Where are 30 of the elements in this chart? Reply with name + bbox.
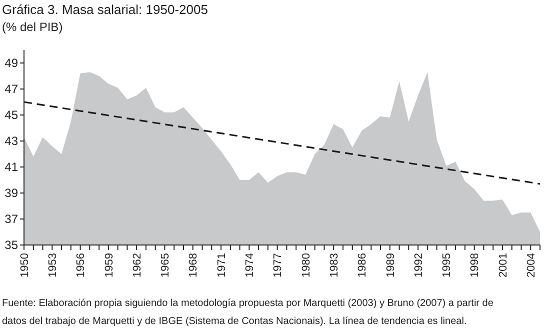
x-tick-label: 1950: [18, 253, 31, 278]
x-tick-label: 1986: [356, 253, 369, 278]
x-tick-label: 1962: [131, 253, 144, 278]
x-tick-label: 1956: [75, 253, 88, 278]
x-tick-label: 1989: [384, 253, 397, 278]
x-tick-label: 1977: [272, 253, 284, 278]
y-tick-label: 35: [4, 238, 18, 252]
x-tick-label: 1983: [328, 253, 340, 278]
y-tick-label: 39: [4, 186, 18, 200]
chart-title: Gráfica 3. Masa salarial: 1950-2005: [2, 2, 208, 17]
x-tick-label: 2001: [497, 253, 510, 278]
x-tick-label: 1953: [46, 253, 59, 278]
y-tick-label: 47: [4, 82, 18, 96]
x-tick-label: 1959: [103, 253, 116, 278]
y-tick-label: 45: [4, 108, 18, 122]
y-tick-label: 43: [4, 134, 18, 148]
x-tick-label: 1992: [412, 253, 425, 278]
x-tick-label: 1974: [244, 253, 256, 278]
chart-subtitle: (% del PIB): [2, 20, 63, 34]
x-tick-label: 2004: [525, 253, 538, 278]
y-tick-label: 41: [4, 160, 18, 174]
x-tick-label: 1995: [441, 253, 454, 278]
y-tick-label: 49: [4, 56, 18, 70]
x-tick-label: 1968: [188, 253, 200, 278]
x-tick-label: 1971: [216, 253, 228, 278]
x-tick-label: 1998: [469, 253, 482, 278]
y-tick-label: 37: [4, 212, 18, 226]
source-note: Fuente: Elaboración propia siguiendo la metodología propuesta por Marquetti (2003) y Bruno (2007) a partir de datos del trabajo de Marquetti y de IBGE (Sistema de Contas Nacionais). La línea de tendencia es lineal.: [2, 298, 494, 327]
x-tick-label: 1980: [300, 253, 312, 278]
x-tick-label: 1965: [160, 253, 172, 278]
